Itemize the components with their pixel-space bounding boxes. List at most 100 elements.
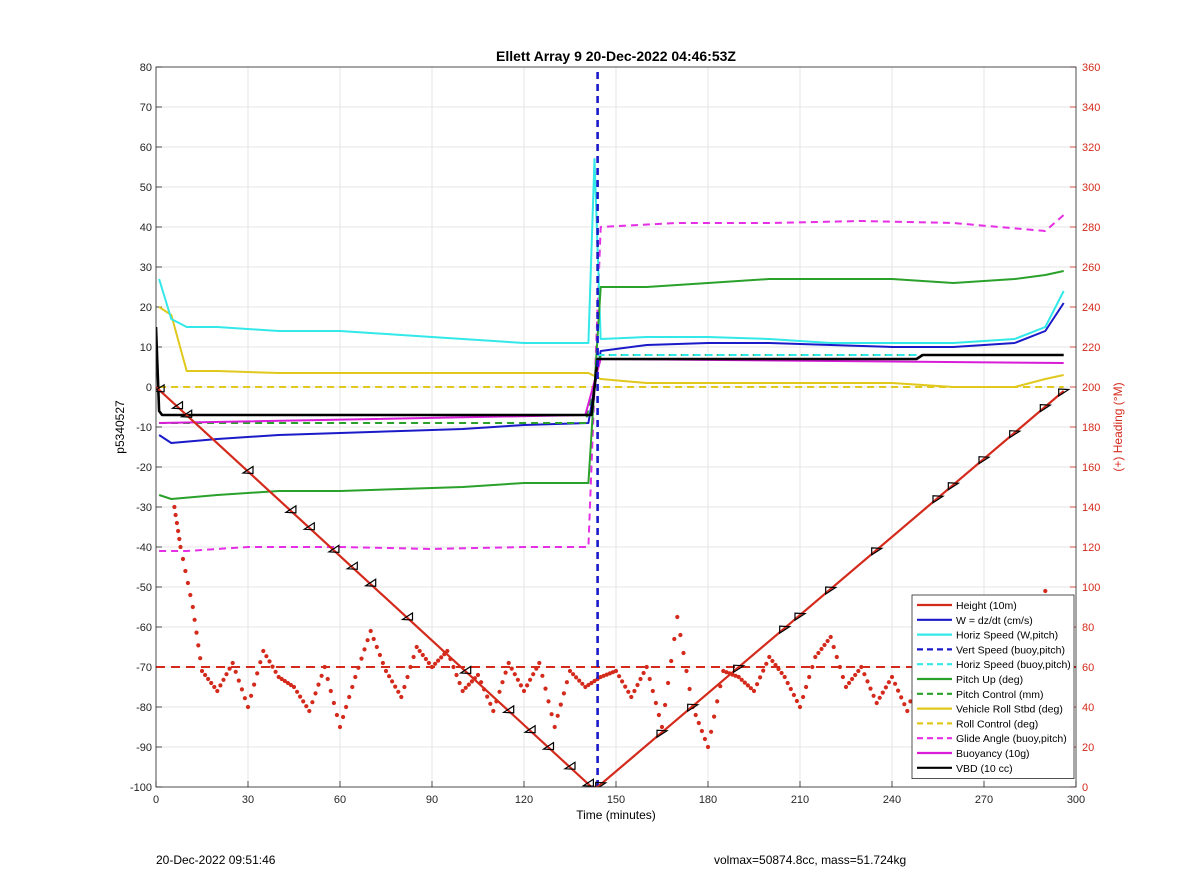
heading-point — [506, 660, 511, 666]
y-tick-label: 0 — [146, 382, 152, 394]
heading-point — [245, 704, 251, 710]
heading-point — [399, 694, 404, 700]
heading-point — [319, 673, 324, 678]
heading-point — [865, 679, 870, 684]
series-line-11 — [156, 326, 1064, 417]
heading-point — [362, 647, 367, 652]
heading-point — [466, 682, 471, 687]
y-tick-label: -30 — [136, 502, 152, 514]
heading-point — [497, 689, 502, 694]
heading-point — [742, 680, 747, 685]
heading-point — [632, 688, 637, 694]
heading-point — [279, 676, 284, 682]
heading-point — [564, 680, 570, 685]
heading-point — [715, 699, 720, 704]
heading-point — [359, 656, 364, 661]
heading-point — [454, 672, 459, 678]
height-marker — [733, 664, 746, 674]
heading-point — [856, 668, 861, 674]
heading-point — [546, 699, 551, 704]
heading-point — [653, 700, 659, 706]
y2-axis-label: (+) Heading (°M) — [1111, 382, 1125, 471]
heading-point — [176, 528, 181, 534]
heading-point — [850, 676, 855, 682]
heading-point — [178, 544, 183, 550]
x-tick-label: 150 — [607, 794, 625, 806]
heading-point — [871, 693, 876, 698]
heading-point — [242, 696, 247, 701]
series-layer — [156, 67, 1076, 787]
heading-point — [328, 688, 333, 694]
heading-point — [212, 684, 217, 690]
y-tick-label: 30 — [140, 262, 152, 274]
y2-tick-label: 80 — [1082, 622, 1094, 634]
height-marker — [327, 544, 340, 554]
y2-tick-label: 160 — [1082, 462, 1100, 474]
heading-point — [304, 704, 309, 709]
heading-point — [862, 672, 867, 677]
heading-point — [433, 661, 438, 666]
legend-box — [911, 594, 1075, 780]
height-marker — [501, 704, 515, 714]
heading-point — [751, 688, 757, 694]
heading-point — [518, 683, 524, 688]
y2-tick-label: 20 — [1082, 742, 1094, 754]
heading-point — [889, 674, 895, 680]
height-marker — [284, 504, 297, 514]
heading-point — [868, 686, 873, 691]
y2-tick-label: 140 — [1082, 502, 1100, 514]
heading-point — [488, 701, 493, 706]
heading-point — [822, 642, 827, 648]
heading-point — [666, 680, 671, 686]
heading-point — [215, 688, 220, 694]
heading-point — [748, 686, 754, 691]
heading-point — [180, 556, 186, 562]
chart-title: Ellett Array 9 20-Dec-2022 04:46:53Z — [496, 48, 736, 64]
y2-tick-label: 360 — [1082, 62, 1100, 74]
x-tick-label: 30 — [242, 794, 254, 806]
height-marker — [170, 400, 184, 410]
heading-point — [377, 652, 382, 658]
heading-point — [469, 679, 474, 684]
heading-point — [420, 652, 425, 658]
legend-entry: Pitch Control (mm) — [956, 689, 1044, 701]
heading-point — [540, 673, 545, 678]
heading-point — [310, 700, 315, 705]
heading-point — [393, 684, 398, 689]
height-marker — [563, 761, 576, 770]
heading-point — [693, 712, 698, 718]
heading-point — [791, 692, 797, 698]
heading-point — [230, 660, 235, 666]
heading-point — [675, 614, 680, 620]
heading-point — [561, 691, 567, 696]
heading-point — [331, 700, 336, 706]
heading-point — [196, 643, 201, 648]
heading-point — [457, 680, 462, 686]
heading-point — [236, 678, 241, 683]
heading-point — [617, 674, 622, 679]
heading-point — [414, 644, 419, 650]
heading-point — [396, 689, 401, 694]
heading-point — [702, 736, 708, 742]
heading-point — [681, 650, 686, 656]
heading-point — [638, 676, 643, 682]
y-tick-label: 40 — [140, 222, 152, 234]
heading-point — [678, 632, 683, 638]
heading-point — [273, 669, 278, 674]
height-marker — [523, 724, 536, 734]
x-tick-label: 90 — [426, 794, 438, 806]
y-tick-label: -90 — [136, 742, 152, 754]
heading-point — [209, 680, 214, 686]
y-tick-label: -50 — [136, 582, 152, 594]
heading-point — [549, 712, 554, 717]
heading-point — [190, 604, 195, 610]
y2-tick-label: 220 — [1082, 342, 1100, 354]
heading-point — [558, 702, 563, 707]
heading-point — [423, 656, 428, 662]
heading-point — [460, 688, 465, 694]
y-axis-label: p5340527 — [113, 400, 127, 454]
heading-point — [571, 672, 576, 677]
plot-frame — [155, 66, 1077, 788]
heading-point — [659, 724, 665, 730]
x-tick-label: 60 — [334, 794, 346, 806]
